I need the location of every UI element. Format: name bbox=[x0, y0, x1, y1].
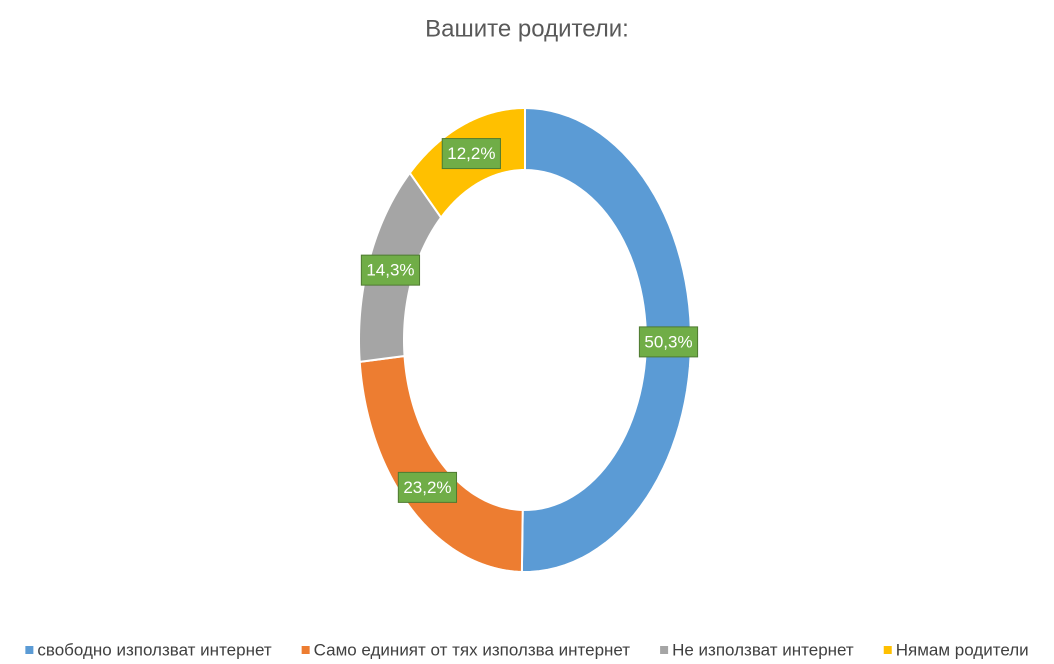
legend-label: Само единият от тях използва интернет bbox=[314, 640, 631, 659]
data-label-box bbox=[638, 326, 699, 358]
data-label-box bbox=[441, 138, 501, 170]
legend-marker bbox=[883, 646, 892, 654]
legend-label: Не използват интернет bbox=[672, 640, 854, 659]
legend-label: свободно използват интернет bbox=[37, 640, 271, 659]
data-label-text: 12,2% bbox=[447, 144, 495, 163]
data-label: 14,3% bbox=[360, 254, 421, 286]
donut-segment bbox=[358, 354, 524, 574]
data-label: 23,2% bbox=[397, 471, 458, 503]
data-label-text: 23,2% bbox=[403, 478, 451, 497]
legend-marker bbox=[301, 646, 310, 654]
data-label-text: 50,3% bbox=[644, 332, 692, 351]
legend-marker bbox=[25, 646, 34, 654]
data-label-text: 14,3% bbox=[366, 261, 414, 280]
chart-title: Вашите родители: bbox=[425, 15, 629, 42]
data-label: 50,3% bbox=[638, 326, 699, 358]
data-label-box bbox=[360, 254, 421, 286]
legend-marker bbox=[660, 646, 669, 654]
data-label: 12,2% bbox=[441, 138, 501, 170]
legend-label: Нямам родители bbox=[896, 640, 1029, 659]
data-label-box bbox=[397, 471, 458, 503]
